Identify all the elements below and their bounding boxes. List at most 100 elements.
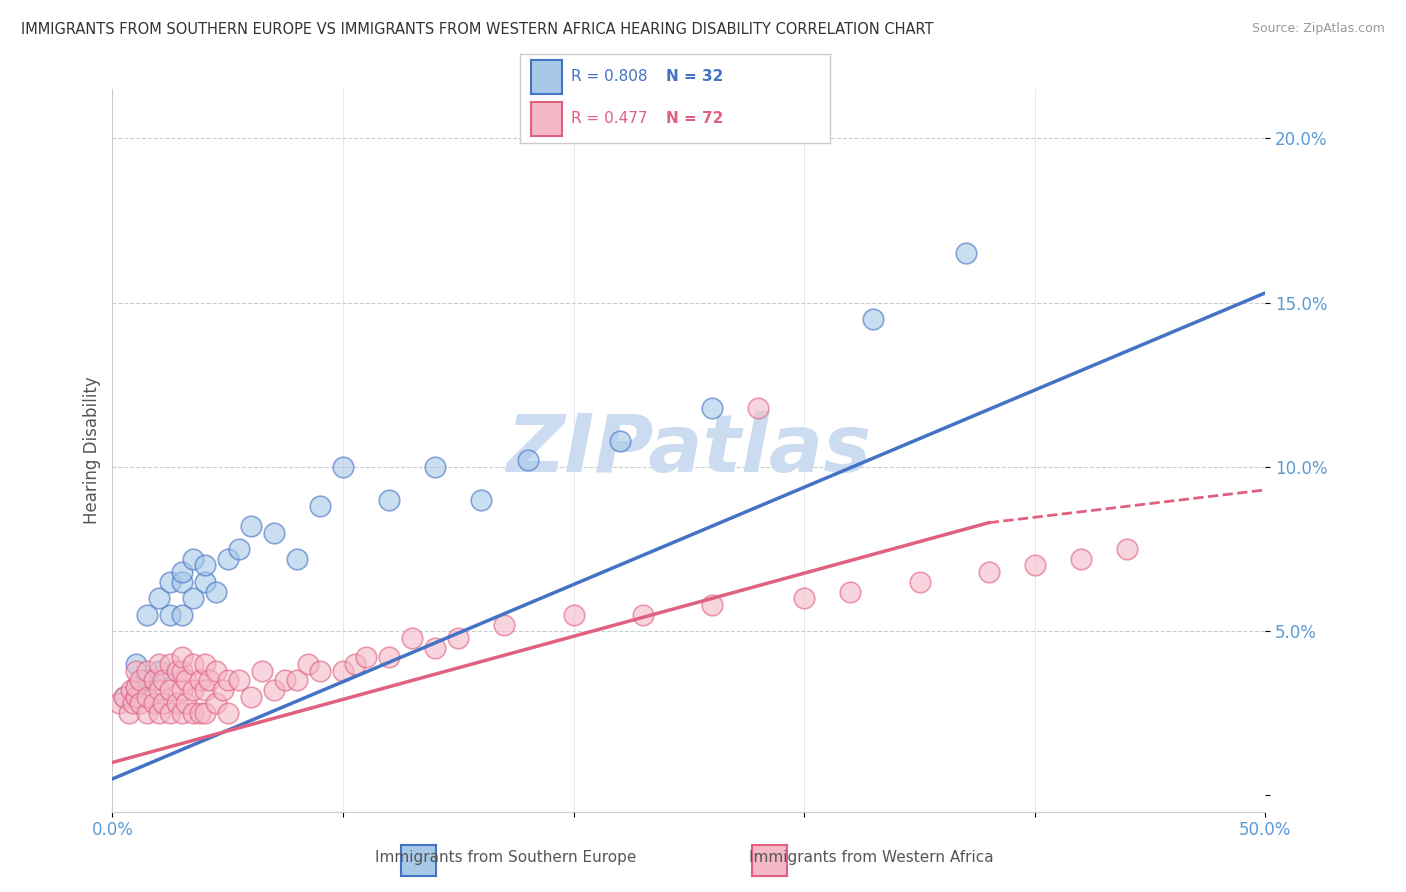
Point (181, 706, 204, 721)
Point (343, 657, 366, 671)
Point (143, 673, 166, 688)
Point (159, 706, 181, 721)
Point (166, 664, 188, 678)
Point (136, 607, 159, 622)
Point (136, 690, 159, 704)
Point (112, 690, 135, 704)
Point (143, 696, 166, 710)
Point (205, 696, 228, 710)
Point (239, 519, 262, 533)
Point (228, 673, 250, 688)
Point (332, 459, 354, 474)
Point (148, 591, 170, 606)
Point (239, 690, 262, 704)
Point (159, 683, 181, 698)
Point (170, 565, 193, 579)
Point (170, 683, 193, 698)
Y-axis label: Hearing Disability: Hearing Disability (83, 376, 101, 524)
Point (378, 650, 401, 665)
Point (122, 696, 145, 710)
Point (908, 574, 931, 589)
Point (181, 683, 204, 698)
Point (136, 664, 159, 678)
Point (285, 673, 308, 688)
Point (120, 683, 142, 698)
Point (174, 696, 197, 710)
Point (159, 607, 181, 622)
Point (263, 683, 285, 698)
Point (188, 673, 211, 688)
Point (194, 683, 217, 698)
Point (217, 673, 239, 688)
Point (274, 673, 297, 688)
Point (1116, 541, 1139, 556)
Point (285, 551, 308, 566)
Point (378, 492, 401, 507)
Text: R = 0.808: R = 0.808 (571, 70, 647, 84)
Point (228, 541, 250, 556)
Point (793, 591, 815, 606)
Text: IMMIGRANTS FROM SOUTHERN EUROPE VS IMMIGRANTS FROM WESTERN AFRICA HEARING DISABI: IMMIGRANTS FROM SOUTHERN EUROPE VS IMMIG… (21, 22, 934, 37)
Point (124, 680, 146, 694)
Point (112, 690, 135, 704)
Point (194, 574, 217, 589)
Point (170, 706, 193, 721)
Point (124, 680, 146, 694)
Point (170, 574, 193, 589)
Text: Source: ZipAtlas.com: Source: ZipAtlas.com (1251, 22, 1385, 36)
Point (148, 683, 170, 698)
Point (700, 401, 723, 415)
Point (117, 706, 139, 721)
Point (194, 558, 217, 573)
Point (194, 657, 217, 671)
Point (124, 690, 146, 704)
Text: Immigrants from Western Africa: Immigrants from Western Africa (749, 850, 994, 865)
Point (148, 657, 170, 671)
Point (152, 673, 174, 688)
Point (309, 664, 332, 678)
Point (148, 664, 170, 678)
Point (181, 591, 204, 606)
Point (401, 631, 423, 645)
Point (425, 459, 447, 474)
Point (148, 706, 170, 721)
Text: R = 0.477: R = 0.477 (571, 112, 647, 126)
Point (217, 706, 239, 721)
Point (198, 673, 221, 688)
Point (174, 673, 197, 688)
Point (977, 565, 1000, 579)
Point (955, 246, 977, 260)
Point (447, 631, 470, 645)
Point (181, 551, 204, 566)
Point (136, 706, 159, 721)
Point (297, 657, 319, 671)
Point (747, 401, 769, 415)
Text: ZIPatlas: ZIPatlas (506, 411, 872, 490)
Point (700, 598, 723, 612)
Point (170, 607, 193, 622)
Point (212, 683, 235, 698)
Point (129, 696, 152, 710)
Point (124, 657, 146, 671)
Point (1070, 551, 1092, 566)
Point (124, 664, 146, 678)
Point (609, 434, 631, 448)
Point (159, 657, 181, 671)
Text: Immigrants from Southern Europe: Immigrants from Southern Europe (375, 850, 637, 865)
Point (152, 696, 174, 710)
Point (1024, 558, 1046, 573)
Point (332, 664, 354, 678)
Point (166, 696, 188, 710)
Point (194, 706, 217, 721)
Point (562, 607, 585, 622)
Point (425, 640, 447, 655)
Point (252, 664, 274, 678)
Point (159, 574, 181, 589)
Point (170, 664, 193, 678)
Text: N = 72: N = 72 (666, 112, 724, 126)
Point (129, 673, 152, 688)
Point (309, 500, 332, 514)
Point (470, 492, 492, 507)
Point (631, 607, 654, 622)
Point (181, 657, 204, 671)
